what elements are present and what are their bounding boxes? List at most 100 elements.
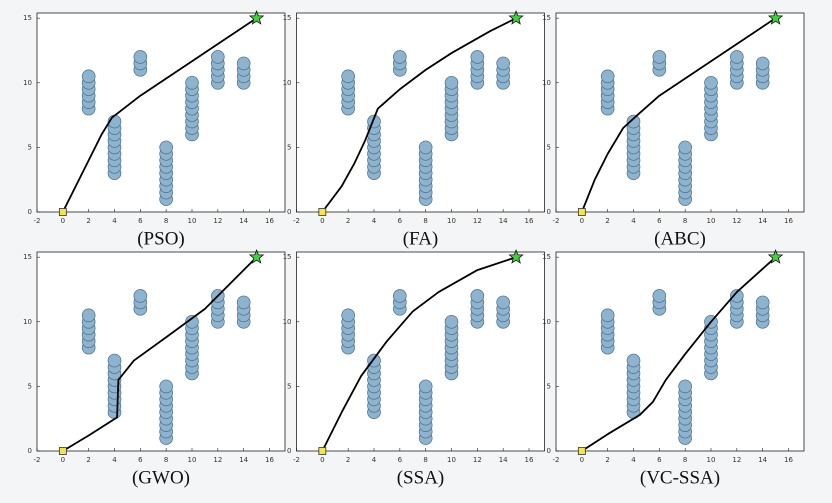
obstacle [236,295,251,310]
x-tick-label: 0 [580,217,584,225]
x-tick-label: 2 [346,217,350,225]
subplot-title: (SSA) [397,467,445,488]
obstacle [418,379,433,394]
x-tick-label: 4 [372,456,377,464]
x-tick-label: 10 [188,456,197,464]
obstacle [470,289,485,303]
x-tick-label: -2 [34,217,41,225]
x-tick-label: 8 [423,456,427,464]
x-tick-label: 6 [138,217,143,225]
obstacle [678,140,692,155]
x-tick-label: 6 [657,217,662,225]
obstacle [755,56,770,71]
x-tick-label: -2 [553,217,560,225]
obstacle [107,353,122,368]
x-tick-label: 6 [398,456,403,464]
y-tick-label: 5 [547,382,551,390]
x-tick-label: 2 [346,456,350,464]
x-tick-label: 4 [631,456,636,464]
x-tick-label: 2 [86,456,90,464]
x-tick-label: 14 [499,456,508,464]
x-tick-label: 14 [758,456,767,464]
y-tick-label: 5 [287,143,291,151]
obstacle [678,379,692,394]
goal-marker [767,10,784,25]
goal-marker [767,249,784,264]
x-tick-label: 12 [213,217,222,225]
start-marker [577,208,586,216]
obstacle [393,50,407,64]
obstacle [81,308,96,323]
obstacle [600,308,615,323]
y-tick-label: 0 [547,208,551,216]
y-tick-label: 15 [542,14,551,22]
x-tick-label: 14 [239,456,248,464]
start-marker [318,447,327,455]
y-tick-label: 15 [23,253,32,261]
y-tick-label: 15 [542,253,551,261]
obstacle [236,56,251,71]
subplot-title: (ABC) [654,228,706,249]
subplot-title: (VC-SSA) [640,467,720,488]
y-tick-label: 5 [287,382,291,390]
x-tick-label: 14 [758,217,767,225]
path-line [581,256,777,452]
x-tick-label: 12 [473,456,482,464]
obstacle [444,314,459,329]
start-marker [577,447,586,455]
y-tick-label: 0 [287,208,291,216]
obstacle [652,289,667,303]
obstacle [496,56,510,71]
obstacle [626,353,641,368]
path-line [62,17,258,213]
obstacle [185,75,199,90]
obstacle [211,50,225,64]
obstacle [626,114,641,129]
x-tick-label: 8 [164,456,168,464]
x-tick-label: 8 [683,456,687,464]
obstacle [600,69,615,84]
x-tick-label: 4 [372,217,377,225]
x-tick-label: 10 [447,456,456,464]
start-marker [58,208,67,216]
subplot-title: (FA) [403,228,439,249]
y-tick-label: 10 [542,79,551,87]
x-tick-label: -2 [293,217,300,225]
x-tick-label: 0 [580,456,584,464]
x-tick-label: 0 [320,217,324,225]
x-tick-label: -2 [553,456,560,464]
obstacle [755,295,770,310]
x-tick-label: 6 [657,456,662,464]
x-tick-label: 4 [631,217,636,225]
x-tick-label: 6 [138,456,143,464]
y-tick-label: 15 [283,14,292,22]
obstacle [730,289,744,303]
y-tick-label: 5 [28,382,32,390]
x-tick-label: -2 [293,456,300,464]
x-tick-label: 12 [213,456,222,464]
y-tick-label: 10 [23,79,32,87]
obstacle [133,50,148,64]
x-tick-label: 10 [707,217,716,225]
obstacle [704,75,718,90]
goal-marker [508,249,524,264]
subplot-title: (PSO) [137,228,185,249]
x-tick-label: 2 [605,217,609,225]
y-tick-label: 15 [283,253,292,261]
x-tick-label: 14 [239,217,248,225]
y-tick-label: 5 [28,143,32,151]
y-tick-label: 5 [547,143,551,151]
y-tick-label: 10 [283,79,292,87]
x-tick-label: 12 [732,456,741,464]
x-tick-label: 12 [473,217,482,225]
x-tick-label: 8 [423,217,427,225]
x-tick-label: 14 [499,217,508,225]
x-tick-label: 10 [707,456,716,464]
x-tick-label: 4 [112,456,117,464]
